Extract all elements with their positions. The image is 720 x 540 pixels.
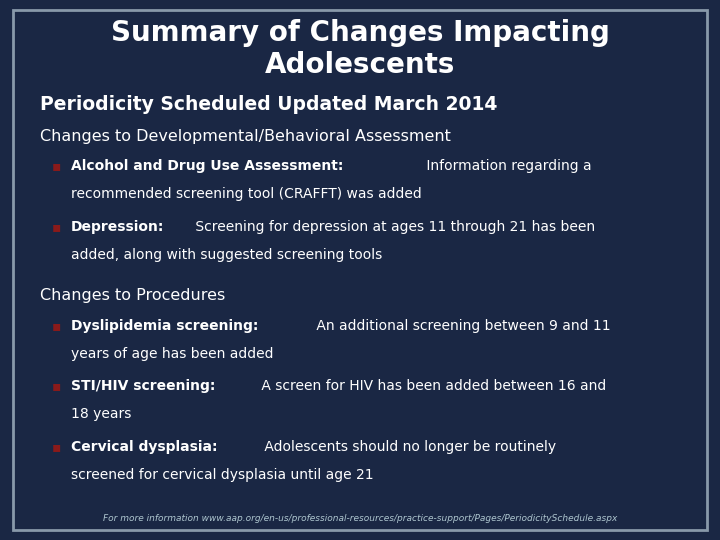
Text: A screen for HIV has been added between 16 and: A screen for HIV has been added between … xyxy=(257,379,606,393)
Text: STI/HIV screening:: STI/HIV screening: xyxy=(71,379,215,393)
Text: Information regarding a: Information regarding a xyxy=(422,159,592,173)
Text: ▪: ▪ xyxy=(52,319,61,333)
Text: Adolescents should no longer be routinely: Adolescents should no longer be routinel… xyxy=(260,440,556,454)
Text: ▪: ▪ xyxy=(52,159,61,173)
Text: 18 years: 18 years xyxy=(71,407,131,421)
Text: Alcohol and Drug Use Assessment:: Alcohol and Drug Use Assessment: xyxy=(71,159,343,173)
Text: An additional screening between 9 and 11: An additional screening between 9 and 11 xyxy=(312,319,611,333)
Text: ▪: ▪ xyxy=(52,220,61,234)
Text: Changes to Procedures: Changes to Procedures xyxy=(40,288,225,303)
Text: ▪: ▪ xyxy=(52,379,61,393)
Text: years of age has been added: years of age has been added xyxy=(71,347,273,361)
Text: Adolescents: Adolescents xyxy=(265,51,455,79)
Text: For more information www.aap.org/en-us/professional-resources/practice-support/P: For more information www.aap.org/en-us/p… xyxy=(103,514,617,523)
Text: Depression:: Depression: xyxy=(71,220,164,234)
Text: Screening for depression at ages 11 through 21 has been: Screening for depression at ages 11 thro… xyxy=(191,220,595,234)
Text: Summary of Changes Impacting: Summary of Changes Impacting xyxy=(111,19,609,47)
Text: recommended screening tool (CRAFFT) was added: recommended screening tool (CRAFFT) was … xyxy=(71,187,421,201)
Text: Changes to Developmental/Behavioral Assessment: Changes to Developmental/Behavioral Asse… xyxy=(40,129,451,144)
Text: Dyslipidemia screening:: Dyslipidemia screening: xyxy=(71,319,258,333)
Text: ▪: ▪ xyxy=(52,440,61,454)
Text: added, along with suggested screening tools: added, along with suggested screening to… xyxy=(71,248,382,262)
Text: screened for cervical dysplasia until age 21: screened for cervical dysplasia until ag… xyxy=(71,468,373,482)
Text: Cervical dysplasia:: Cervical dysplasia: xyxy=(71,440,217,454)
Text: Periodicity Scheduled Updated March 2014: Periodicity Scheduled Updated March 2014 xyxy=(40,94,497,113)
